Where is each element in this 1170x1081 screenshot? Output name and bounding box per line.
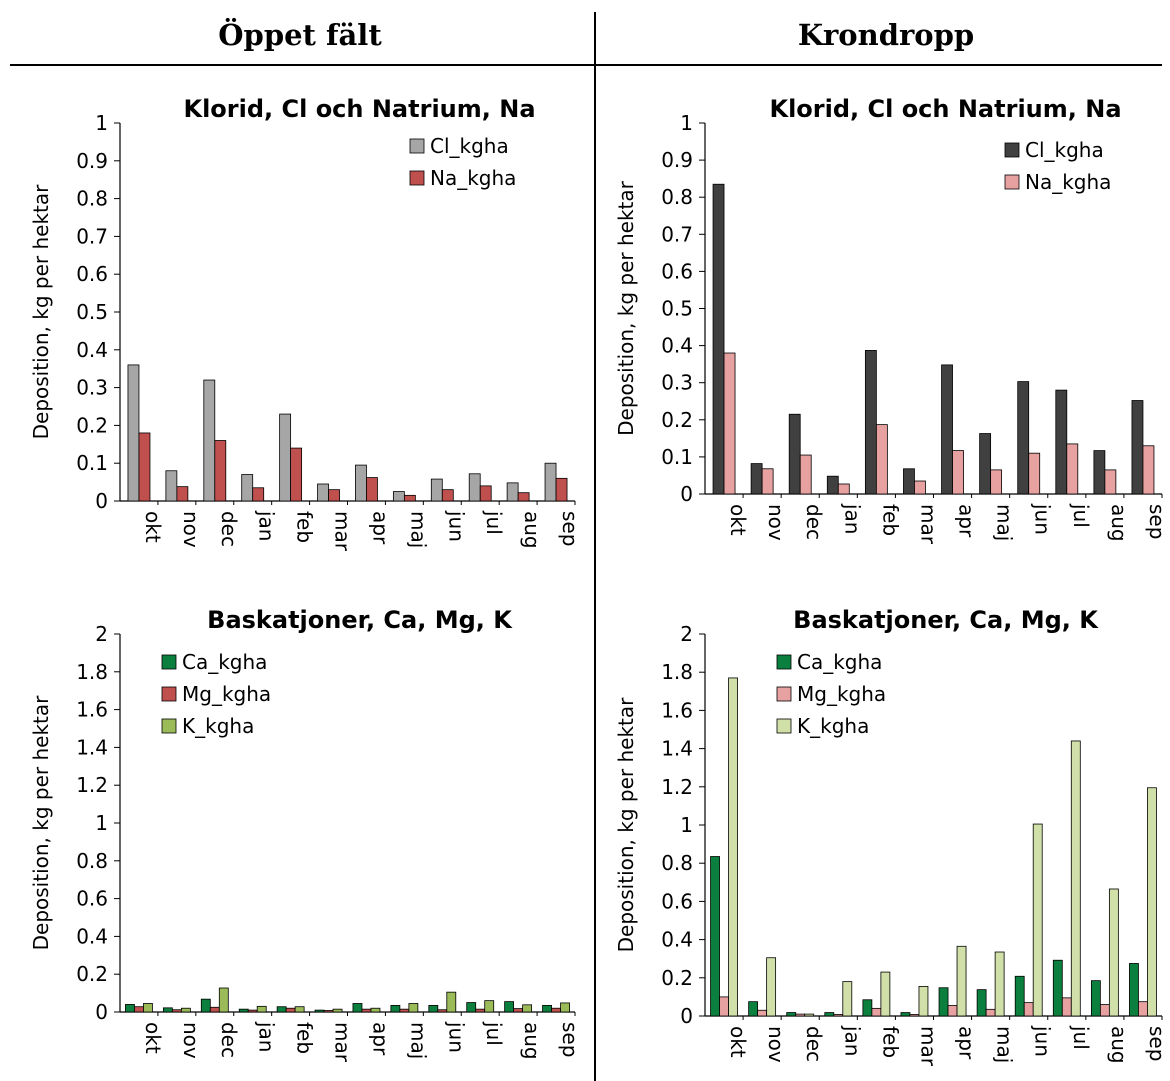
x-tick-label: okt xyxy=(141,511,165,543)
y-tick-label: 0.8 xyxy=(76,187,108,211)
x-tick-label: maj xyxy=(406,511,430,548)
chart-title: Klorid, Cl och Natrium, Na xyxy=(183,95,535,123)
y-tick-label: 0.3 xyxy=(76,376,108,400)
header-divider xyxy=(10,64,1162,66)
x-tick-label: jun xyxy=(444,510,468,542)
bar-na-kgha xyxy=(328,489,340,502)
y-tick-label: 0.4 xyxy=(76,338,108,362)
column-header-crown-drip: Krondropp xyxy=(797,18,975,52)
bar-na-kgha xyxy=(290,447,303,502)
y-tick-label: 0.9 xyxy=(76,149,108,173)
y-axis-label: Deposition, kg per hektar xyxy=(29,184,53,440)
x-tick-label: apr xyxy=(368,511,392,545)
x-tick-label: nov xyxy=(179,511,203,548)
bar-cl-kgha xyxy=(506,482,519,502)
y-tick-label: 0 xyxy=(95,489,108,513)
y-tick-label: 0.7 xyxy=(76,224,108,248)
y-tick-label: 0.2 xyxy=(76,413,108,437)
legend-swatch xyxy=(409,138,425,154)
bar-cl-kgha xyxy=(203,379,216,502)
legend-label: Cl_kgha xyxy=(430,134,509,158)
bar-na-kgha xyxy=(403,494,416,502)
column-divider xyxy=(594,12,596,1081)
x-tick-label: aug xyxy=(520,511,544,549)
x-tick-label: sep xyxy=(558,511,582,546)
bar-na-kgha xyxy=(441,489,454,502)
x-tick-label: dec xyxy=(217,511,241,547)
bar-cl-kgha xyxy=(165,470,178,502)
bar-cl-kgha xyxy=(241,474,254,502)
y-tick-label: 0.1 xyxy=(76,451,108,475)
y-tick-label: 1 xyxy=(95,111,108,135)
column-header-open-field: Öppet fält xyxy=(218,18,382,52)
bar-na-kgha xyxy=(366,477,378,502)
bar-na-kgha xyxy=(176,486,189,502)
x-tick-label: mar xyxy=(331,511,355,552)
y-tick-label: 0.5 xyxy=(76,300,108,324)
bar-na-kgha xyxy=(138,432,151,502)
x-tick-label: jan xyxy=(255,510,279,542)
bar-cl-kgha xyxy=(392,491,405,502)
bar-cl-kgha xyxy=(127,364,140,502)
bar-cl-kgha xyxy=(317,483,329,502)
x-tick-label: feb xyxy=(293,511,317,543)
bar-na-kgha xyxy=(214,440,227,502)
bar-na-kgha xyxy=(479,485,492,502)
legend-swatch xyxy=(409,170,425,186)
bar-cl-kgha xyxy=(279,413,292,502)
bar-cl-kgha xyxy=(468,473,481,502)
bar-cl-kgha xyxy=(430,478,443,502)
bar-cl-kgha xyxy=(544,462,557,502)
x-tick-label: jul xyxy=(482,510,506,535)
legend-label: Na_kgha xyxy=(430,166,516,190)
bar-cl-kgha xyxy=(355,464,367,502)
bar-na-kgha xyxy=(517,492,530,502)
y-tick-label: 0.6 xyxy=(76,262,108,286)
bar-na-kgha xyxy=(252,487,265,502)
bar-na-kgha xyxy=(555,477,568,502)
